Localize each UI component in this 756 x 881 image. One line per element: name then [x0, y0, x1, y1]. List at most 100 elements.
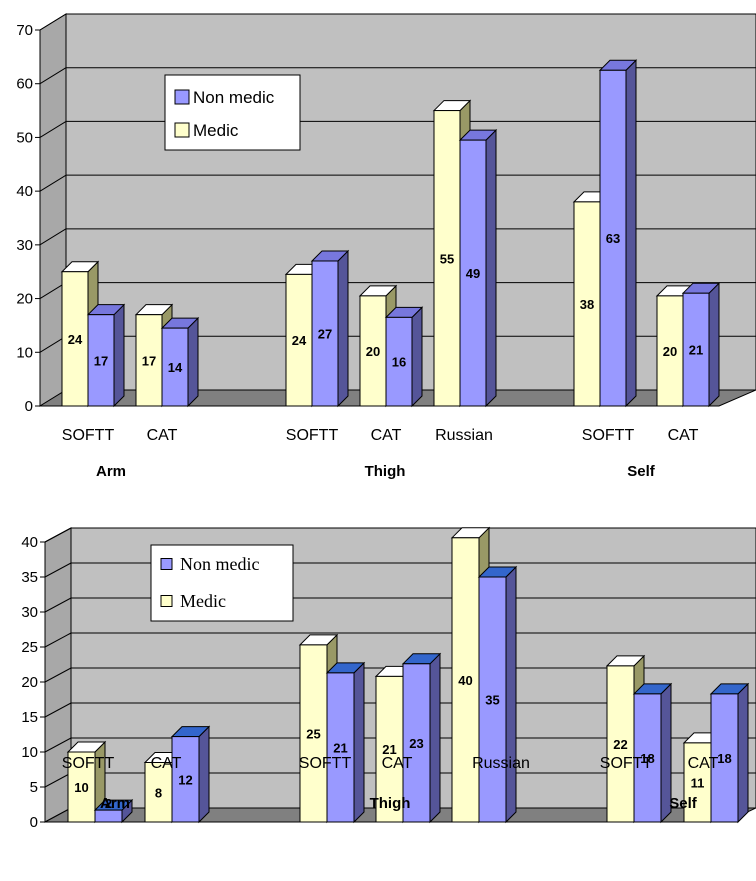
chart-2: 0510152025303540102SOFTT812CAT2521SOFTT2…: [21, 526, 756, 831]
non-medic-swatch: [160, 558, 173, 570]
y-tick-label: 0: [30, 814, 38, 831]
gridline-side: [44, 667, 72, 683]
legend-box: [150, 544, 294, 622]
bar-side: [485, 128, 497, 408]
bar-front: [573, 201, 601, 407]
group-label: Arm: [96, 463, 126, 480]
data-label: 22: [613, 737, 627, 752]
legend: Non medic Medic: [150, 544, 294, 622]
category-label: SOFTT: [600, 755, 653, 772]
bar-side: [429, 652, 441, 824]
group-label: Self: [669, 795, 698, 812]
bar-front: [710, 693, 739, 823]
non-medic-bar: [325, 661, 366, 824]
data-label: 17: [142, 353, 156, 368]
bar-side: [337, 249, 349, 408]
y-tick-label: 30: [16, 237, 33, 254]
non-medic-bar: [401, 652, 442, 824]
category-label: CAT: [151, 755, 182, 772]
non-medic-bar: [598, 59, 638, 408]
legend-entry: Non medic: [193, 88, 275, 107]
gridline-side: [39, 67, 67, 85]
data-label: 21: [689, 343, 703, 358]
y-tick-label: 15: [21, 709, 38, 726]
gridline-side: [44, 702, 72, 718]
non-medic-swatch: [174, 89, 190, 105]
bar-front: [359, 295, 387, 407]
non-medic-bar: [458, 128, 498, 408]
medic-swatch: [174, 122, 190, 138]
bar-front: [161, 327, 189, 407]
bar-front: [683, 742, 712, 823]
non-medic-bar: [310, 249, 350, 408]
data-label: 63: [606, 231, 620, 246]
bar-side: [737, 682, 749, 824]
data-label: 8: [155, 785, 162, 800]
legend-entry: Medic: [180, 591, 226, 611]
bar-side: [625, 59, 637, 408]
bar-front: [478, 576, 507, 823]
gridline-side: [39, 13, 67, 31]
y-tick-label: 70: [16, 22, 33, 39]
y-tick-label: 50: [16, 129, 33, 146]
data-label: 12: [178, 772, 192, 787]
gridline-side: [39, 228, 67, 246]
y-tick-label: 10: [21, 744, 38, 761]
bar-front: [682, 292, 710, 407]
category-label: SOFTT: [286, 427, 339, 444]
medic-swatch: [160, 595, 173, 607]
data-label: 20: [663, 344, 677, 359]
bar-front: [633, 693, 662, 823]
non-medic-bar: [170, 725, 211, 824]
bar-front: [656, 295, 684, 407]
data-label: 10: [74, 780, 88, 795]
y-tick-label: 20: [16, 291, 33, 308]
group-label: Self: [627, 463, 656, 480]
non-medic-bar: [632, 682, 673, 824]
bar-side: [187, 316, 199, 408]
data-label: 49: [466, 266, 480, 281]
bar-front: [94, 809, 123, 823]
category-label: CAT: [668, 427, 699, 444]
bar-front: [311, 260, 339, 407]
category-label: CAT: [382, 755, 413, 772]
bar-front: [459, 139, 487, 407]
category-label: SOFTT: [582, 427, 635, 444]
group-label: Thigh: [370, 795, 411, 812]
gridline-side: [44, 632, 72, 648]
y-tick-label: 60: [16, 76, 33, 93]
bar-front: [285, 273, 313, 407]
legend-entry: Medic: [193, 121, 239, 140]
gridline-side: [44, 772, 72, 788]
y-tick-label: 20: [21, 674, 38, 691]
bar-front: [67, 751, 96, 823]
data-label: 25: [306, 726, 320, 741]
non-medic-bar: [709, 682, 750, 824]
data-label: 14: [168, 360, 183, 375]
data-label: 18: [640, 751, 654, 766]
bar-front: [171, 736, 200, 823]
category-label: SOFTT: [62, 755, 115, 772]
category-label: CAT: [147, 427, 178, 444]
data-label: 18: [717, 751, 731, 766]
y-tick-label: 0: [25, 398, 33, 415]
category-label: CAT: [688, 755, 719, 772]
bar-side: [505, 565, 517, 824]
gridline-side: [39, 121, 67, 138]
category-label: CAT: [371, 427, 402, 444]
data-label: 21: [382, 742, 396, 757]
category-label: Russian: [472, 755, 530, 772]
bar-front: [135, 314, 163, 407]
data-label: 17: [94, 353, 108, 368]
data-label: 24: [68, 332, 83, 347]
bar-front: [451, 537, 480, 823]
non-medic-bar: [86, 303, 126, 408]
non-medic-bar: [93, 798, 134, 824]
gridline-side: [39, 174, 67, 192]
y-tick-label: 30: [21, 604, 38, 621]
non-medic-bar: [384, 306, 424, 408]
y-tick-label: 40: [21, 534, 38, 551]
non-medic-bar: [160, 316, 200, 408]
non-medic-bar: [681, 281, 721, 408]
bar-front: [61, 271, 89, 407]
